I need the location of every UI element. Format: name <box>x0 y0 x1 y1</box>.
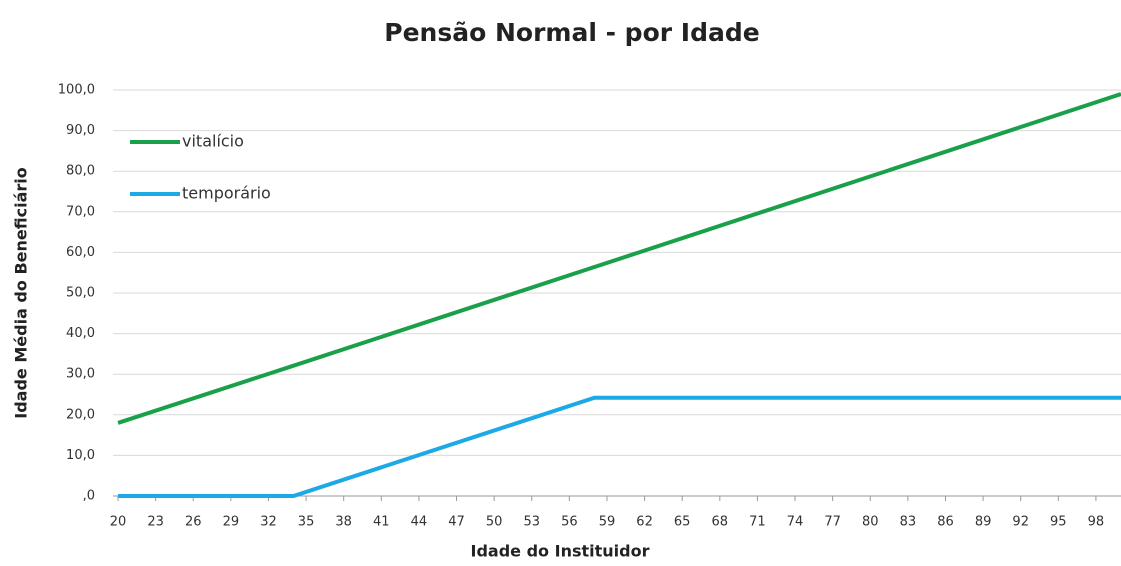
x-tick-label: 86 <box>937 515 954 530</box>
y-tick-label: 100,0 <box>58 83 95 98</box>
y-tick-label: ,0 <box>83 489 95 504</box>
x-tick-label: 83 <box>900 515 917 530</box>
x-tick-label: 62 <box>636 515 653 530</box>
y-tick-label: 80,0 <box>66 164 95 179</box>
x-tick-label: 74 <box>787 515 804 530</box>
x-tick-label: 53 <box>523 515 540 530</box>
x-tick-label: 23 <box>147 515 164 530</box>
x-tick-label: 26 <box>185 515 202 530</box>
line-series <box>118 395 1121 498</box>
legend-label: temporário <box>182 184 271 203</box>
y-tick-label: 90,0 <box>66 123 95 138</box>
x-tick-label: 50 <box>486 515 503 530</box>
x-tick-label: 65 <box>674 515 691 530</box>
x-tick-label: 41 <box>373 515 390 530</box>
y-tick-label: 60,0 <box>66 245 95 260</box>
x-tick-label: 71 <box>749 515 766 530</box>
legend-label: vitalício <box>182 132 244 151</box>
x-tick-label: 20 <box>110 515 127 530</box>
y-tick-label: 10,0 <box>66 448 95 463</box>
y-tick-label: 20,0 <box>66 407 95 422</box>
x-tick-label: 92 <box>1012 515 1029 530</box>
y-tick-label: 70,0 <box>66 204 95 219</box>
y-axis-label: Idade Média do Beneficiário <box>12 167 31 418</box>
x-tick-label: 59 <box>599 515 616 530</box>
y-tick-label: 40,0 <box>66 326 95 341</box>
chart-title: Pensão Normal - por Idade <box>384 18 759 47</box>
y-tick-label: 50,0 <box>66 286 95 301</box>
x-tick-label: 80 <box>862 515 879 530</box>
x-tick-label: 56 <box>561 515 578 530</box>
line-series <box>117 92 1121 425</box>
x-tick-label: 47 <box>448 515 465 530</box>
y-tick-label: 30,0 <box>66 367 95 382</box>
x-tick-label: 35 <box>298 515 315 530</box>
x-axis-label: Idade do Instituidor <box>471 542 650 561</box>
x-tick-label: 95 <box>1050 515 1067 530</box>
x-tick-label: 77 <box>824 515 841 530</box>
x-tick-label: 32 <box>260 515 277 530</box>
x-tick-label: 98 <box>1088 515 1105 530</box>
x-tick-label: 89 <box>975 515 992 530</box>
x-tick-label: 44 <box>411 515 428 530</box>
x-tick-label: 29 <box>223 515 240 530</box>
x-tick-label: 38 <box>335 515 352 530</box>
x-tick-label: 68 <box>712 515 729 530</box>
